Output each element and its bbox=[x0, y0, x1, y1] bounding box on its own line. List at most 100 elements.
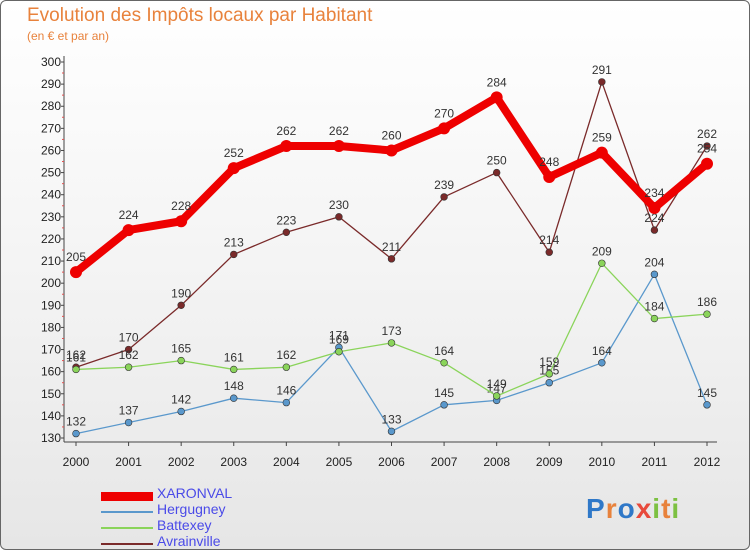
logo-letter: P bbox=[586, 493, 606, 524]
data-label: 234 bbox=[644, 186, 664, 200]
data-label: 162 bbox=[66, 348, 86, 362]
data-point bbox=[282, 398, 291, 407]
data-label: 211 bbox=[382, 240, 401, 254]
logo-letter: i bbox=[671, 493, 681, 524]
data-label: 137 bbox=[119, 404, 139, 418]
data-label: 133 bbox=[381, 412, 401, 426]
proxiti-logo: Proxiti bbox=[586, 493, 680, 525]
x-tick-label: 2002 bbox=[168, 455, 195, 469]
data-point bbox=[72, 429, 80, 438]
legend-label: Avrainville bbox=[157, 533, 221, 549]
data-point bbox=[543, 171, 556, 184]
data-label: 147 bbox=[487, 381, 507, 395]
data-point bbox=[124, 345, 133, 354]
data-point bbox=[650, 226, 659, 234]
data-label: 223 bbox=[276, 213, 296, 227]
y-tick-label: 160 bbox=[41, 365, 61, 379]
data-label: 262 bbox=[697, 127, 717, 141]
y-tick-label: 250 bbox=[41, 166, 61, 180]
y-tick-label: 220 bbox=[41, 232, 61, 246]
data-label: 270 bbox=[434, 106, 454, 120]
x-tick-label: 2005 bbox=[326, 455, 353, 469]
data-label: 164 bbox=[592, 344, 612, 358]
x-tick-label: 2001 bbox=[115, 455, 142, 469]
x-tick-label: 2000 bbox=[63, 455, 90, 469]
x-tick-label: 2010 bbox=[588, 455, 615, 469]
data-point bbox=[70, 266, 82, 279]
data-point bbox=[387, 255, 396, 263]
data-point bbox=[227, 162, 240, 175]
data-point bbox=[124, 418, 133, 427]
data-label: 161 bbox=[66, 350, 86, 364]
y-tick-label: 260 bbox=[41, 143, 61, 157]
legend-swatch bbox=[101, 543, 153, 545]
legend-label: Hergugney bbox=[157, 501, 226, 517]
data-label: 170 bbox=[119, 331, 139, 345]
y-tick-label: 170 bbox=[41, 343, 61, 357]
data-label: 159 bbox=[539, 355, 559, 369]
data-point bbox=[598, 259, 606, 267]
data-label: 224 bbox=[119, 208, 139, 222]
data-point bbox=[124, 363, 133, 371]
data-point bbox=[598, 359, 606, 367]
data-point bbox=[177, 301, 185, 309]
data-label: 169 bbox=[329, 333, 349, 347]
data-label: 204 bbox=[644, 255, 664, 269]
data-label: 132 bbox=[66, 415, 86, 429]
x-tick-label: 2012 bbox=[694, 455, 721, 469]
y-tick-label: 140 bbox=[41, 409, 61, 423]
data-label: 213 bbox=[224, 235, 244, 249]
logo-letter: t bbox=[661, 493, 672, 524]
data-point bbox=[440, 359, 448, 367]
legend-swatch bbox=[101, 511, 153, 513]
data-label: 252 bbox=[224, 146, 244, 160]
data-label: 230 bbox=[329, 198, 349, 212]
data-point bbox=[122, 224, 135, 237]
data-label: 186 bbox=[697, 295, 717, 309]
y-tick-label: 150 bbox=[41, 387, 61, 401]
data-point bbox=[387, 339, 396, 347]
data-label: 146 bbox=[276, 384, 296, 398]
data-point bbox=[230, 394, 238, 402]
y-tick-label: 240 bbox=[41, 188, 61, 202]
data-label: 239 bbox=[434, 178, 454, 192]
legend-swatch bbox=[101, 492, 153, 501]
data-label: 214 bbox=[539, 233, 559, 247]
data-label: 260 bbox=[381, 128, 401, 142]
x-tick-label: 2009 bbox=[536, 455, 563, 469]
data-point bbox=[492, 168, 501, 177]
data-point bbox=[387, 427, 396, 436]
data-point bbox=[230, 365, 238, 374]
x-tick-label: 2004 bbox=[273, 455, 300, 469]
data-label: 142 bbox=[171, 392, 191, 406]
data-point bbox=[598, 78, 606, 86]
data-point bbox=[545, 370, 553, 378]
data-label: 228 bbox=[171, 199, 191, 213]
data-label: 284 bbox=[487, 75, 507, 89]
data-point bbox=[648, 201, 661, 214]
data-point bbox=[492, 392, 501, 400]
data-point bbox=[440, 401, 448, 409]
x-tick-label: 2007 bbox=[431, 455, 458, 469]
data-point bbox=[177, 407, 185, 416]
data-point bbox=[545, 248, 553, 256]
data-point bbox=[703, 142, 711, 150]
data-point bbox=[230, 250, 238, 259]
data-label: 184 bbox=[644, 300, 664, 314]
data-point bbox=[650, 270, 659, 279]
data-label: 259 bbox=[592, 131, 612, 145]
data-label: 250 bbox=[487, 154, 507, 168]
data-point bbox=[282, 228, 291, 237]
data-point bbox=[72, 365, 80, 374]
data-label: 162 bbox=[119, 348, 139, 362]
data-label: 145 bbox=[434, 386, 454, 400]
data-point bbox=[385, 144, 398, 157]
x-tick-label: 2006 bbox=[378, 455, 405, 469]
y-tick-label: 210 bbox=[41, 254, 61, 268]
data-label: 164 bbox=[434, 344, 454, 358]
data-point bbox=[545, 379, 553, 387]
y-tick-label: 190 bbox=[41, 298, 61, 312]
data-label: 165 bbox=[171, 342, 191, 356]
